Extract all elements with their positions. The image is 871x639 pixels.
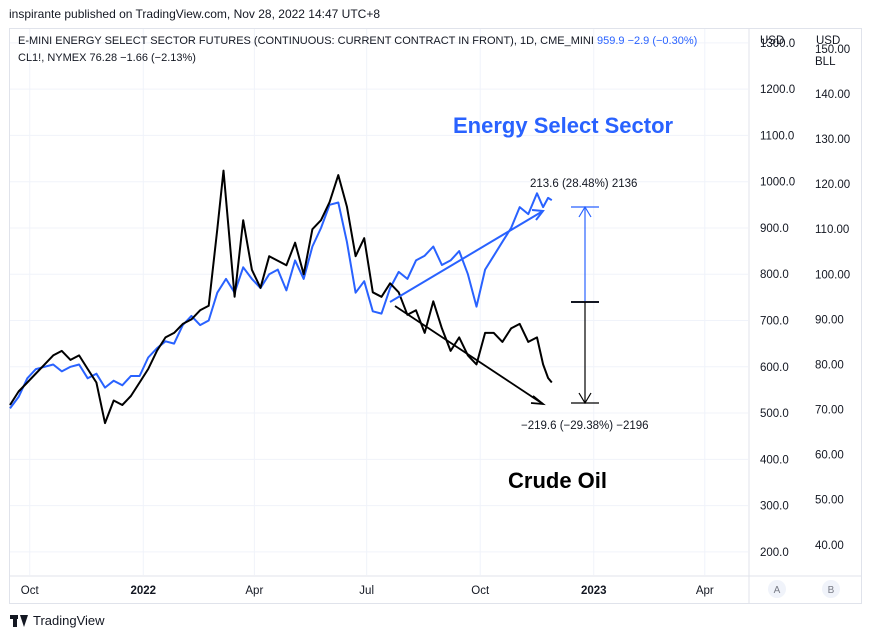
right-axis-tick: 90.00 — [815, 314, 844, 326]
x-axis-tick: Oct — [21, 585, 40, 597]
oil-measure-arrow — [578, 392, 592, 405]
right-axis-tick: 50.00 — [815, 495, 844, 507]
left-axis-tick: 1100.0 — [760, 130, 794, 142]
left-axis-tick: 900.0 — [760, 223, 789, 235]
drawings-layer — [389, 205, 599, 406]
left-axis-tick: 400.0 — [760, 454, 789, 466]
x-axis-tick: 2022 — [130, 585, 156, 597]
scale-badge-b-label: B — [828, 585, 835, 596]
x-axis-tick: Apr — [696, 585, 714, 597]
oil-trend-line — [394, 305, 544, 405]
publisher-caption: inspirante published on TradingView.com,… — [9, 7, 381, 21]
energy-trend-arrowhead — [531, 209, 545, 221]
right-axis-tick: 110.00 — [815, 224, 849, 236]
grid-lines — [10, 29, 748, 575]
x-axis-tick: Apr — [245, 585, 263, 597]
right-axis-tick: 80.00 — [815, 359, 844, 371]
right-axis-tick: 130.00 — [815, 134, 850, 146]
axes: USD USD BLL 1300.0 1200.0 1100.0 1000.0 900.… — [10, 29, 862, 603]
legend-energy-values: 959.9 −2.9 (−0.30%) — [596, 35, 698, 47]
right-axis-tick: 70.00 — [815, 405, 844, 417]
oil-trend-arrowhead — [530, 395, 546, 406]
legend-series-oil[interactable]: CL1!, NYMEX 76.28 −1.66 (−2.13%) — [18, 52, 196, 64]
tradingview-logo-icon — [10, 614, 28, 627]
energy-measure-label: 213.6 (28.48%) 2136 — [530, 178, 637, 190]
oil-series-line[interactable] — [9, 169, 553, 425]
right-axis-tick: 120.00 — [815, 179, 850, 191]
left-axis-unit: USD — [760, 35, 784, 47]
right-axis-unit2: BLL — [815, 56, 836, 68]
energy-series-line[interactable] — [9, 192, 553, 409]
series-layer — [9, 169, 553, 425]
right-axis-tick: 40.00 — [815, 540, 844, 552]
scale-badge-a-label: A — [774, 585, 781, 596]
left-axis-tick: 1300.0 — [760, 38, 795, 50]
oil-label: Crude Oil — [508, 468, 607, 493]
left-axis-tick: 500.0 — [760, 408, 789, 420]
energy-trend-line — [389, 210, 544, 303]
right-axis-tick: 100.00 — [815, 269, 850, 281]
legend-energy-title: E-MINI ENERGY SELECT SECTOR FUTURES (CON… — [18, 35, 594, 47]
x-axis-tick: 2023 — [581, 585, 607, 597]
legend-oil-title: CL1!, NYMEX — [18, 52, 87, 64]
energy-measure-arrow — [578, 205, 592, 218]
left-axis-tick: 1200.0 — [760, 84, 795, 96]
energy-label: Energy Select Sector — [453, 113, 674, 138]
left-axis-tick: 800.0 — [760, 269, 789, 281]
scale-badge-b[interactable]: B — [822, 580, 840, 598]
right-axis-tick: 60.00 — [815, 450, 844, 462]
chart-frame[interactable] — [9, 28, 862, 604]
legend-oil-values: 76.28 −1.66 (−2.13%) — [89, 52, 196, 64]
left-axis-tick: 200.0 — [760, 547, 789, 559]
tradingview-footer[interactable]: TradingView — [10, 613, 105, 628]
left-axis-tick: 600.0 — [760, 362, 789, 374]
legend-series-energy[interactable]: E-MINI ENERGY SELECT SECTOR FUTURES (CON… — [18, 35, 697, 47]
right-axis-tick: 150.00 — [815, 44, 850, 56]
right-axis-unit: USD — [816, 35, 840, 47]
tradingview-brand: TradingView — [33, 613, 105, 628]
left-axis-tick: 1000.0 — [760, 177, 795, 189]
left-axis-tick: 700.0 — [760, 316, 789, 328]
oil-measure-label: −219.6 (−29.38%) −2196 — [521, 420, 649, 432]
right-axis-tick: 140.00 — [815, 89, 850, 101]
x-axis-tick: Oct — [471, 585, 490, 597]
x-axis-tick: Jul — [359, 585, 374, 597]
left-axis-tick: 300.0 — [760, 501, 789, 513]
scale-badge-a[interactable]: A — [768, 580, 786, 598]
